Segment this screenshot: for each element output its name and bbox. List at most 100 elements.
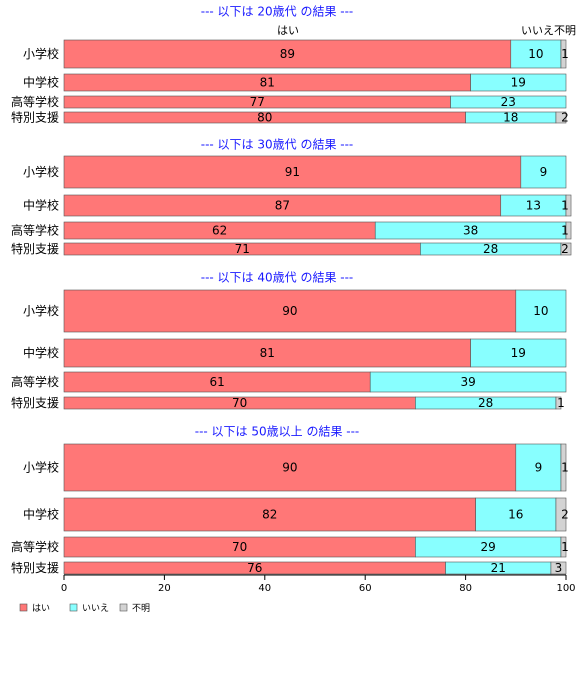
data-label: 62: [212, 224, 227, 238]
bar-segment: [63, 39, 512, 69]
legend-swatch: [19, 603, 28, 612]
category-label: 小学校: [23, 164, 59, 179]
data-label: 9: [535, 461, 543, 475]
data-label: 2: [561, 242, 569, 256]
data-label: 28: [478, 396, 493, 410]
data-label: 28: [483, 242, 498, 256]
category-label: 中学校: [23, 507, 59, 522]
data-label: 2: [561, 508, 569, 522]
bar-segment: [550, 561, 567, 575]
category-label: 特別支援: [11, 395, 59, 410]
bar-segment: [63, 338, 471, 368]
data-label: 13: [526, 199, 541, 213]
bar-segment: [555, 396, 562, 410]
legend-label: いいえ: [82, 603, 109, 614]
data-label: 77: [250, 95, 265, 109]
data-label: 71: [235, 242, 250, 256]
bar-segment: [555, 111, 567, 124]
bar-segment: [450, 95, 567, 109]
bar-segment: [515, 443, 562, 492]
group-title: --- 以下は 30歳代 の結果 ---: [201, 138, 354, 152]
bar-segment: [565, 221, 572, 240]
bar-segment: [63, 443, 517, 492]
category-label: 特別支援: [11, 560, 59, 575]
group-title: --- 以下は 50歳以上 の結果 ---: [195, 425, 360, 439]
category-label: 中学校: [23, 75, 59, 90]
category-label: 中学校: [23, 198, 59, 213]
data-label: 38: [463, 224, 478, 238]
data-label: 82: [262, 508, 277, 522]
bar-segment: [470, 338, 567, 368]
legend-label: はい: [32, 603, 50, 614]
x-tick-label: 40: [258, 583, 271, 594]
bar-segment: [560, 443, 567, 492]
data-label: 39: [460, 375, 475, 389]
bar-segment: [565, 194, 572, 217]
data-label: 76: [247, 561, 262, 575]
data-label: 89: [280, 47, 295, 61]
legend-swatch: [119, 603, 128, 612]
x-tick-label: 80: [459, 583, 472, 594]
bar-segment: [520, 155, 567, 189]
legend-swatch: [69, 603, 78, 612]
data-label: 21: [491, 561, 506, 575]
group-title: --- 以下は 20歳代 の結果 ---: [201, 5, 354, 19]
category-label: 高等学校: [11, 374, 59, 389]
data-label: 70: [232, 540, 247, 554]
data-label: 18: [503, 111, 518, 125]
bar-segment: [560, 39, 567, 69]
bar-segment: [63, 289, 517, 333]
x-tick-label: 60: [359, 583, 372, 594]
legend-label: 不明: [132, 603, 150, 614]
category-label: 高等学校: [11, 94, 59, 109]
bar-segment: [63, 497, 476, 532]
data-label: 1: [557, 396, 565, 410]
category-label: 中学校: [23, 345, 59, 360]
data-label: 19: [511, 76, 526, 90]
bar-segment: [560, 536, 567, 558]
data-label: 1: [561, 540, 569, 554]
category-label: 特別支援: [11, 241, 59, 256]
header-yes-label: はい: [277, 24, 299, 37]
data-label: 16: [508, 508, 523, 522]
category-label: 高等学校: [11, 539, 59, 554]
data-label: 1: [561, 199, 569, 213]
data-label: 9: [540, 165, 548, 179]
header-no-unknown-label: いいえ不明: [521, 24, 576, 37]
data-label: 81: [260, 346, 275, 360]
x-tick-label: 20: [158, 583, 171, 594]
bar-segment: [369, 371, 567, 393]
category-label: 小学校: [23, 303, 59, 318]
category-label: 小学校: [23, 460, 59, 475]
bar-segment: [510, 39, 562, 69]
data-label: 10: [528, 47, 543, 61]
category-label: 特別支援: [11, 110, 59, 125]
bar-segment: [63, 155, 522, 189]
data-label: 87: [275, 199, 290, 213]
data-label: 19: [511, 346, 526, 360]
data-label: 1: [561, 224, 569, 238]
bar-segment: [515, 289, 567, 333]
data-label: 61: [209, 375, 224, 389]
data-label: 70: [232, 396, 247, 410]
bar-segment: [555, 497, 567, 532]
data-label: 1: [561, 461, 569, 475]
bar-segment: [475, 497, 557, 532]
data-label: 29: [481, 540, 496, 554]
group-title: --- 以下は 40歳代 の結果 ---: [201, 271, 354, 285]
category-label: 小学校: [23, 46, 59, 61]
data-label: 10: [533, 304, 548, 318]
data-label: 80: [257, 111, 272, 125]
category-label: 高等学校: [11, 223, 59, 238]
data-label: 23: [501, 95, 516, 109]
data-label: 3: [555, 561, 563, 575]
x-tick-label: 0: [61, 583, 67, 594]
data-label: 81: [260, 76, 275, 90]
data-label: 91: [285, 165, 300, 179]
bar-segment: [470, 73, 567, 92]
x-tick-label: 100: [556, 583, 575, 594]
data-label: 2: [561, 111, 569, 125]
bar-segment: [560, 242, 572, 256]
data-label: 1: [561, 47, 569, 61]
